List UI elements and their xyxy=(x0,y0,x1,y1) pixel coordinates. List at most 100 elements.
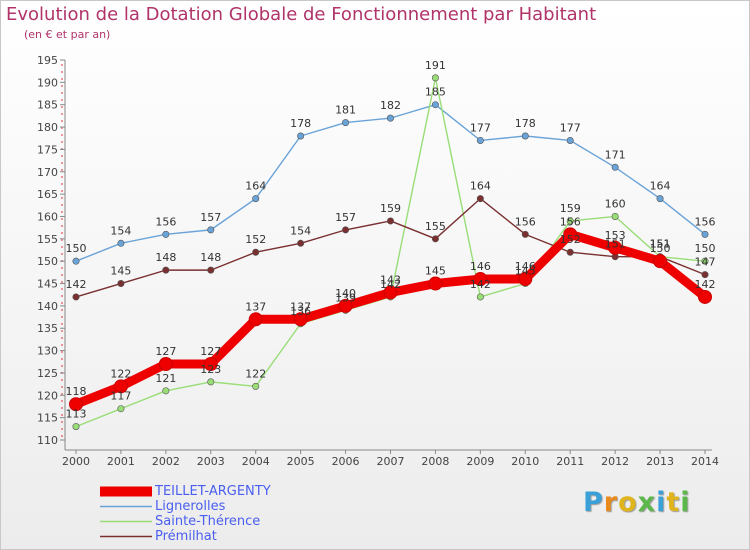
data-label: 177 xyxy=(560,121,581,134)
data-point xyxy=(158,357,173,371)
data-point xyxy=(117,239,125,247)
data-label: 150 xyxy=(66,242,87,255)
data-label: 153 xyxy=(605,229,626,242)
data-label: 117 xyxy=(110,390,131,403)
y-tick-label: 110 xyxy=(37,434,58,447)
data-point xyxy=(342,226,350,234)
x-tick-label: 2012 xyxy=(601,455,629,468)
x-tick-label: 2011 xyxy=(556,455,584,468)
data-label: 178 xyxy=(515,117,536,130)
legend-swatch xyxy=(100,520,152,523)
y-tick-label: 140 xyxy=(37,300,58,313)
data-label: 156 xyxy=(515,215,536,228)
data-point xyxy=(518,272,533,287)
y-tick-label: 130 xyxy=(37,345,58,358)
y-tick-label: 165 xyxy=(37,188,58,201)
data-point xyxy=(431,101,439,109)
y-tick-label: 125 xyxy=(37,367,58,380)
legend-item-sainte-therence[interactable]: Sainte-Thérence xyxy=(100,514,360,529)
legend-swatch xyxy=(100,535,152,538)
data-point xyxy=(386,114,394,122)
data-label: 151 xyxy=(650,238,671,251)
logo-letter: o xyxy=(618,487,638,518)
data-label: 142 xyxy=(470,278,491,291)
data-label: 164 xyxy=(650,180,671,193)
data-label: 147 xyxy=(695,256,716,269)
legend-label: TEILLET-ARGENTY xyxy=(155,484,271,499)
y-tick-label: 195 xyxy=(37,54,58,67)
legend-item-teillet-argenty[interactable]: TEILLET-ARGENTY xyxy=(100,484,360,499)
x-tick-label: 2002 xyxy=(152,455,180,468)
y-tick-label: 170 xyxy=(37,166,58,179)
data-point xyxy=(701,271,709,279)
data-point xyxy=(431,235,439,243)
data-label: 139 xyxy=(335,291,356,304)
y-tick-label: 115 xyxy=(37,412,58,425)
data-point xyxy=(207,378,215,386)
y-tick-label: 120 xyxy=(37,389,58,402)
data-label: 164 xyxy=(470,180,491,193)
y-tick-label: 135 xyxy=(37,322,58,335)
data-label: 146 xyxy=(515,260,536,273)
y-tick-label: 150 xyxy=(37,255,58,268)
data-label: 164 xyxy=(245,180,266,193)
data-point xyxy=(476,293,484,301)
data-label: 191 xyxy=(425,59,446,72)
legend: TEILLET-ARGENTY Lignerolles Sainte-Thére… xyxy=(100,484,360,544)
data-label: 142 xyxy=(695,278,716,291)
data-point xyxy=(656,195,664,203)
x-tick-label: 2006 xyxy=(332,455,360,468)
data-point xyxy=(162,230,170,238)
data-point xyxy=(207,266,215,274)
data-point xyxy=(297,239,305,247)
data-label: 154 xyxy=(110,224,131,237)
data-label: 145 xyxy=(425,265,446,278)
x-tick-label: 2014 xyxy=(691,455,719,468)
data-point xyxy=(338,298,353,313)
data-label: 151 xyxy=(605,238,626,251)
data-point xyxy=(701,230,709,238)
data-label: 155 xyxy=(425,220,446,233)
y-tick-label: 145 xyxy=(37,278,58,291)
legend-item-premilhat[interactable]: Prémilhat xyxy=(100,529,360,544)
legend-label: Prémilhat xyxy=(155,529,217,544)
legend-item-lignerolles[interactable]: Lignerolles xyxy=(100,499,360,514)
data-point xyxy=(566,248,574,256)
data-point xyxy=(701,257,709,265)
logo-letter: t xyxy=(666,487,681,518)
data-point xyxy=(566,217,574,225)
data-point xyxy=(608,240,623,255)
data-point xyxy=(476,195,484,203)
data-label: 152 xyxy=(560,233,581,246)
data-label: 122 xyxy=(245,367,266,380)
data-label: 159 xyxy=(380,202,401,215)
data-label: 151 xyxy=(650,238,671,251)
data-point xyxy=(72,257,80,265)
data-point xyxy=(162,266,170,274)
data-label: 171 xyxy=(605,148,626,161)
data-label: 150 xyxy=(695,242,716,255)
data-label: 127 xyxy=(200,345,221,358)
logo-letter: i xyxy=(656,487,667,518)
data-label: 177 xyxy=(470,121,491,134)
data-point xyxy=(563,227,578,242)
logo-letter: i xyxy=(680,487,691,518)
data-label: 146 xyxy=(470,260,491,273)
data-point xyxy=(386,217,394,225)
y-tick-label: 180 xyxy=(37,121,58,134)
data-label: 185 xyxy=(425,86,446,99)
data-label: 118 xyxy=(66,385,87,398)
data-point xyxy=(431,74,439,82)
data-point xyxy=(252,195,260,203)
y-tick-label: 160 xyxy=(37,210,58,223)
data-point xyxy=(566,136,574,144)
y-tick-label: 190 xyxy=(37,76,58,89)
data-label: 142 xyxy=(380,278,401,291)
x-tick-label: 2003 xyxy=(197,455,225,468)
data-label: 156 xyxy=(560,215,581,228)
data-point xyxy=(383,285,398,300)
data-point xyxy=(611,212,619,220)
data-label: 127 xyxy=(155,345,176,358)
logo-letter: x xyxy=(637,487,657,518)
